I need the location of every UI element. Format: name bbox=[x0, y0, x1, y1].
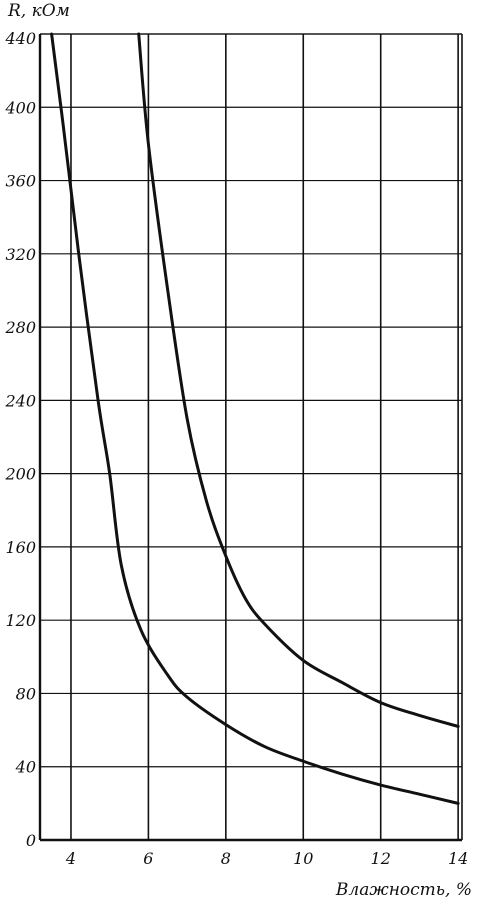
horizontal-gridlines bbox=[40, 33, 462, 768]
y-tick-label-120: 120 bbox=[5, 611, 36, 630]
x-tick-labels: 4 6 8 10 12 14 bbox=[65, 849, 468, 868]
x-axis-label: Влажность, % bbox=[335, 880, 472, 900]
x-tick-label-14: 14 bbox=[448, 849, 468, 868]
series-line-1 bbox=[50, 32, 460, 805]
x-tick-label-10: 10 bbox=[293, 849, 313, 868]
series-line-2 bbox=[137, 32, 460, 728]
y-tick-label-400: 400 bbox=[4, 98, 36, 117]
y-tick-label-280: 280 bbox=[4, 318, 36, 337]
x-tick-label-12: 12 bbox=[371, 849, 391, 868]
vertical-gridlines bbox=[70, 34, 459, 840]
x-tick-label-4: 4 bbox=[65, 849, 76, 868]
y-tick-label-320: 320 bbox=[5, 245, 36, 264]
y-tick-label-80: 80 bbox=[16, 684, 36, 703]
y-tick-label-0: 0 bbox=[26, 831, 36, 850]
x-tick-label-8: 8 bbox=[221, 849, 231, 868]
x-tick-label-6: 6 bbox=[143, 849, 153, 868]
y-tick-label-200: 200 bbox=[4, 465, 36, 484]
y-tick-label-360: 360 bbox=[5, 172, 36, 191]
y-tick-label-240: 240 bbox=[4, 391, 36, 410]
y-tick-label-40: 40 bbox=[15, 758, 36, 777]
series-layer bbox=[50, 32, 460, 805]
y-tick-labels: 0 40 80 120 160 200 240 280 320 360 400 440 bbox=[4, 29, 36, 850]
plot-frame bbox=[38, 33, 463, 842]
y-tick-label-160: 160 bbox=[5, 538, 36, 557]
y-tick-label-440: 440 bbox=[4, 29, 36, 48]
y-axis-label: R, кОм bbox=[7, 1, 70, 21]
